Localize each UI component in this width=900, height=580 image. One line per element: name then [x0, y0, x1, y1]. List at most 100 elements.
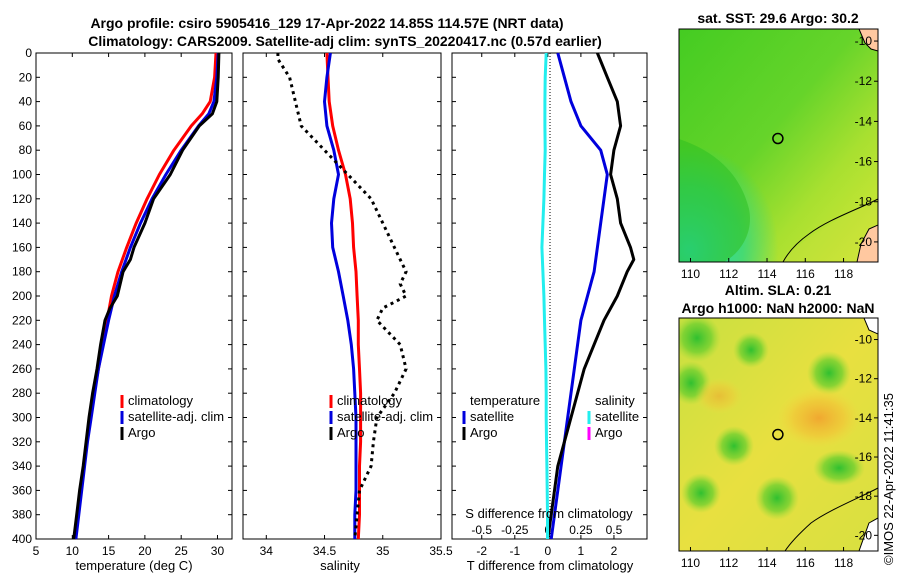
sla-map-title-line1: Altim. SLA: 0.21 [725, 282, 832, 298]
x-tick-label: 5 [33, 544, 40, 558]
legend-title-temperature: temperature [470, 393, 540, 408]
sla-map-image [679, 318, 878, 551]
lon-tick-label: 118 [834, 556, 853, 570]
lat-tick-label: -20 [855, 235, 873, 249]
depth-tick-label: 120 [12, 192, 32, 206]
depth-tick-label: 360 [12, 483, 32, 497]
x-tick-label: 1 [578, 544, 585, 558]
land-coast-south [858, 517, 878, 551]
s-tick-label: 0.25 [569, 523, 593, 537]
depth-tick-label: 100 [12, 168, 32, 182]
difference-legend-temperature: temperature satellite Argo [462, 393, 540, 440]
x-tick-label: 34 [260, 544, 274, 558]
legend-label-climatology: climatology [337, 393, 403, 408]
depth-tick-label: 220 [12, 313, 32, 327]
legend-label-argo: Argo [337, 425, 364, 440]
lat-tick-label: -18 [855, 195, 873, 209]
lon-tick-label: 114 [757, 556, 776, 570]
bathymetry-contour [784, 487, 878, 551]
temperature-xlabel: temperature (deg C) [75, 558, 192, 573]
difference-panel: -2 -1 0 1 2 -0.5 -0.25 0 0.25 0.5 T difference f… [451, 52, 648, 573]
sla-low-anomaly [813, 450, 865, 486]
lat-tick-label: -18 [855, 489, 873, 503]
sla-low-anomaly [681, 473, 721, 513]
depth-tick-label: 140 [12, 216, 32, 230]
argo-float-marker [772, 132, 784, 145]
lon-tick-label: 118 [834, 267, 853, 281]
lon-tick-label: 116 [796, 267, 815, 281]
x-tick-label: 34.5 [313, 544, 337, 558]
x-tick-label: 25 [175, 544, 189, 558]
imos-credit: ©IMOS 22-Apr-2022 11:41:35 [881, 393, 896, 565]
sla-low-anomaly [807, 351, 851, 395]
lat-tick-label: -10 [855, 34, 873, 48]
depth-tick-label: 0 [25, 46, 32, 60]
depth-tick-label: 160 [12, 240, 32, 254]
lon-tick-label: 110 [681, 556, 700, 570]
depth-tick-label: 320 [12, 435, 32, 449]
lon-tick-label: 116 [796, 556, 815, 570]
depth-tick-label: 260 [12, 362, 32, 376]
t-difference-xlabel: T difference from climatology [467, 558, 634, 573]
x-tick-label: 0 [545, 544, 552, 558]
land-island-north [858, 29, 878, 52]
series-line-s-satellite [540, 52, 549, 539]
temperature-panel: 0 20 40 60 80 100 120 140 160 180 200 220 240 260 280 3… [12, 46, 233, 573]
sla-high-anomaly [695, 378, 743, 414]
sla-low-anomaly [733, 332, 769, 368]
difference-legend-salinity: salinity satellite Argo [587, 393, 639, 440]
depth-tick-label: 40 [19, 95, 33, 109]
temperature-plot-frame [35, 52, 233, 540]
sla-low-anomaly [755, 476, 799, 520]
x-tick-label: 2 [611, 544, 618, 558]
sla-low-anomaly [714, 426, 754, 466]
series-line-t-satellite [549, 52, 609, 540]
x-tick-label: 35 [376, 544, 390, 558]
s-tick-label: -0.25 [501, 523, 529, 537]
figure-title-line2: Climatology: CARS2009. Satellite-adj cli… [88, 33, 602, 49]
sst-map-title: sat. SST: 29.6 Argo: 30.2 [697, 10, 859, 26]
sst-map-frame [678, 28, 879, 263]
depth-tick-label: 380 [12, 508, 32, 522]
sla-map-frame [678, 317, 879, 552]
series-line-argo [72, 52, 221, 540]
legend-label-satellite: satellite-adj. clim [337, 409, 433, 424]
depth-tick-label: 340 [12, 459, 32, 473]
lon-tick-label: 114 [757, 267, 776, 281]
sst-map-image [679, 29, 878, 262]
temperature-legend: climatology satellite-adj. clim Argo [120, 393, 224, 440]
x-tick-label: 20 [138, 544, 152, 558]
land-coast-south [856, 224, 878, 262]
depth-tick-label: 300 [12, 411, 32, 425]
series-line-satellite-adj-clim [323, 52, 358, 539]
lat-tick-label: -12 [855, 372, 873, 386]
x-tick-label: 15 [102, 544, 116, 558]
depth-tick-label: 240 [12, 338, 32, 352]
x-tick-label: -2 [476, 544, 487, 558]
lat-tick-label: -14 [855, 411, 873, 425]
legend-label-t-satellite: satellite [470, 409, 514, 424]
depth-tick-label: 20 [19, 70, 33, 84]
argo-float-marker [772, 428, 784, 441]
lat-tick-label: -20 [855, 528, 873, 542]
lat-tick-label: -10 [855, 333, 873, 347]
series-line-argo [276, 53, 408, 540]
legend-label-climatology: climatology [128, 393, 194, 408]
lon-tick-label: 112 [719, 556, 738, 570]
legend-label-s-argo: Argo [595, 425, 622, 440]
depth-tick-label: 280 [12, 386, 32, 400]
lon-tick-label: 112 [719, 267, 738, 281]
s-tick-label: 0.5 [606, 523, 623, 537]
legend-label-satellite: satellite-adj. clim [128, 409, 224, 424]
x-tick-label: 10 [66, 544, 80, 558]
depth-tick-label: 180 [12, 265, 32, 279]
legend-label-argo: Argo [128, 425, 155, 440]
x-tick-label: -1 [509, 544, 520, 558]
bathymetry-contour [782, 198, 878, 262]
x-tick-label: 30 [211, 544, 225, 558]
sst-map-panel: sat. SST: 29.6 Argo: 30.2 110 112 114 116 11… [678, 10, 879, 281]
salinity-panel: 34 34.5 35 35.5 salinity climatology satell… [242, 52, 453, 573]
lat-tick-label: -12 [855, 74, 873, 88]
series-line-t-argo [546, 52, 636, 540]
